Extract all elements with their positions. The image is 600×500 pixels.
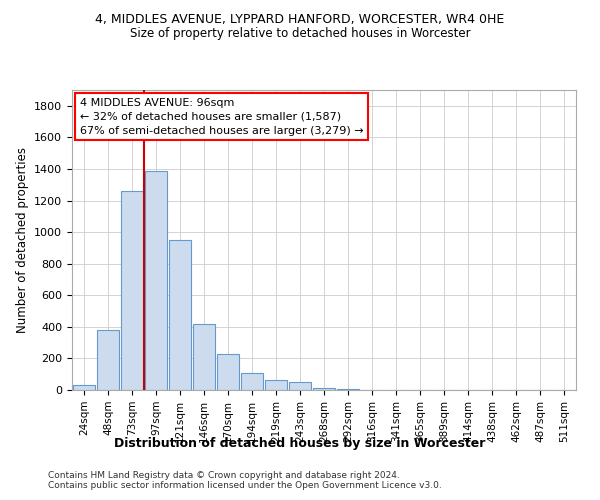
Bar	[337, 389, 359, 390]
Text: Contains public sector information licensed under the Open Government Licence v3: Contains public sector information licen…	[48, 481, 442, 490]
Text: 4, MIDDLES AVENUE, LYPPARD HANFORD, WORCESTER, WR4 0HE: 4, MIDDLES AVENUE, LYPPARD HANFORD, WORC…	[95, 12, 505, 26]
Bar	[145, 170, 167, 390]
Bar	[121, 191, 143, 390]
Bar	[169, 240, 191, 390]
Y-axis label: Number of detached properties: Number of detached properties	[16, 147, 29, 333]
Bar	[73, 386, 95, 390]
Bar	[217, 354, 239, 390]
Text: 4 MIDDLES AVENUE: 96sqm
← 32% of detached houses are smaller (1,587)
67% of semi: 4 MIDDLES AVENUE: 96sqm ← 32% of detache…	[80, 98, 363, 136]
Bar	[97, 330, 119, 390]
Bar	[289, 382, 311, 390]
Text: Size of property relative to detached houses in Worcester: Size of property relative to detached ho…	[130, 28, 470, 40]
Bar	[313, 388, 335, 390]
Bar	[265, 380, 287, 390]
Text: Distribution of detached houses by size in Worcester: Distribution of detached houses by size …	[115, 438, 485, 450]
Bar	[241, 372, 263, 390]
Bar	[193, 324, 215, 390]
Text: Contains HM Land Registry data © Crown copyright and database right 2024.: Contains HM Land Registry data © Crown c…	[48, 471, 400, 480]
